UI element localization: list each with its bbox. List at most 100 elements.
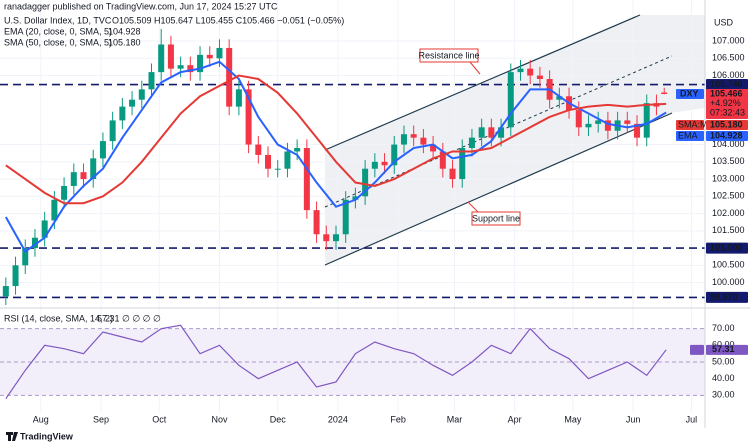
candle-body <box>41 220 48 238</box>
candle-body <box>158 44 165 73</box>
candle-body <box>323 234 330 242</box>
y-tick-label: 107.000 <box>712 35 745 45</box>
rsi-tick-label: 30.00 <box>712 390 735 400</box>
indicator-line <box>5 74 667 205</box>
y-tick-label: 102.000 <box>712 208 745 218</box>
level-tag <box>706 242 748 254</box>
legend-value: 105.180 <box>108 37 141 47</box>
y-tick-label: 100.000 <box>712 277 745 287</box>
legend-entry: EMA (20, close, 0, SMA, 5) <box>4 26 112 36</box>
y-tick-label: 106.000 <box>712 70 745 80</box>
symbol-tag <box>676 88 704 99</box>
legend-entry: SMA (50, close, 0, SMA, 5) <box>4 37 112 47</box>
indicator-line <box>4 60 667 253</box>
level-label: 101.000 <box>710 242 743 252</box>
x-tick-label: Dec <box>270 414 287 424</box>
candle-body <box>332 234 339 242</box>
candle-body <box>313 210 320 235</box>
rsi-value-tag <box>706 344 748 355</box>
candle-body <box>604 120 611 131</box>
rsi-flags: ∅ ∅ ∅ ∅ <box>122 313 161 323</box>
rsi-legend: RSI (14, close, SMA, 14, 2) <box>4 313 113 323</box>
rsi-tick-label: 40.00 <box>712 373 735 383</box>
candle-body <box>420 137 427 145</box>
candle-body <box>507 72 514 128</box>
x-tick-label: Oct <box>152 414 167 424</box>
candle-body <box>22 248 29 266</box>
price-tag-text: 105.466 <box>710 88 743 98</box>
series-value-tag <box>706 130 748 141</box>
candle-body <box>235 89 242 107</box>
candle-body <box>99 141 106 159</box>
rsi-legend-value: 57.31 <box>97 313 120 323</box>
candle-body <box>51 199 58 221</box>
candle-body <box>90 158 97 180</box>
candle-body <box>498 127 505 138</box>
candle-body <box>177 65 184 69</box>
candle-body <box>400 134 407 145</box>
x-tick-label: Jun <box>626 414 641 424</box>
candle-body <box>459 148 466 180</box>
candle-body <box>439 151 446 169</box>
series-name-tag <box>676 119 704 130</box>
x-tick-label: Jul <box>686 414 698 424</box>
price-tag-text: +4.92% <box>710 98 741 108</box>
ohlc: O105.509 H105.647 L105.455 C105.466 −0.0… <box>112 15 344 25</box>
candle-body <box>197 54 204 73</box>
candle-body <box>138 89 145 100</box>
candle-body <box>595 120 602 124</box>
level-tag <box>706 79 748 91</box>
candle-body <box>206 54 213 59</box>
series-value-label: 105.180 <box>710 119 743 129</box>
candle-body <box>430 144 437 152</box>
candle-body <box>661 92 668 94</box>
candle-body <box>2 286 9 297</box>
x-tick-label: Sep <box>93 414 109 424</box>
series-name-label: EMA <box>678 130 698 140</box>
series-name-tag <box>676 130 704 141</box>
candle-body <box>556 96 563 100</box>
series-name-label: SMA:MA <box>678 119 714 129</box>
y-tick-label: 106.500 <box>712 53 745 63</box>
candle-body <box>478 127 485 138</box>
rsi-tick-label: 50.00 <box>712 356 735 366</box>
candle-body <box>265 154 272 169</box>
candle-body <box>109 120 116 142</box>
candle-body <box>381 161 388 166</box>
candle-body <box>517 68 524 73</box>
brand: TradingView <box>20 431 74 441</box>
candle-body <box>468 137 475 149</box>
candle-body <box>12 265 19 287</box>
y-tick-label: 101.500 <box>712 225 745 235</box>
level-label: 99.570 <box>710 292 738 302</box>
y-tick-label: 100.500 <box>712 260 745 270</box>
candle-body <box>362 168 369 197</box>
candle-body <box>488 127 495 138</box>
candle-body <box>643 103 650 138</box>
candle-body <box>255 144 262 155</box>
annotation: Resistance line <box>418 50 479 60</box>
price-tag <box>706 88 748 119</box>
x-tick-label: 2024 <box>328 414 348 424</box>
annotation-arrow <box>469 61 481 75</box>
channel-lower <box>324 112 673 266</box>
level-tag <box>706 291 748 303</box>
candle-body <box>449 168 456 180</box>
x-tick-label: Feb <box>390 414 406 424</box>
candle-body <box>119 106 126 121</box>
series-value-label: 104.928 <box>710 130 743 140</box>
candle-body <box>352 196 359 200</box>
candle-body <box>624 120 631 124</box>
candle-body <box>226 47 233 107</box>
candle-body <box>80 172 87 180</box>
publisher: ranadagger published on TradingView.com,… <box>4 1 278 11</box>
candle-body <box>61 185 68 200</box>
level-label: 105.740 <box>710 79 743 89</box>
y-tick-label: 102.500 <box>712 191 745 201</box>
candle-body <box>634 123 641 138</box>
candle-body <box>216 47 223 59</box>
legend-value: 104.928 <box>108 26 141 36</box>
annotation-arrow <box>467 201 479 213</box>
candle-body <box>245 89 252 145</box>
